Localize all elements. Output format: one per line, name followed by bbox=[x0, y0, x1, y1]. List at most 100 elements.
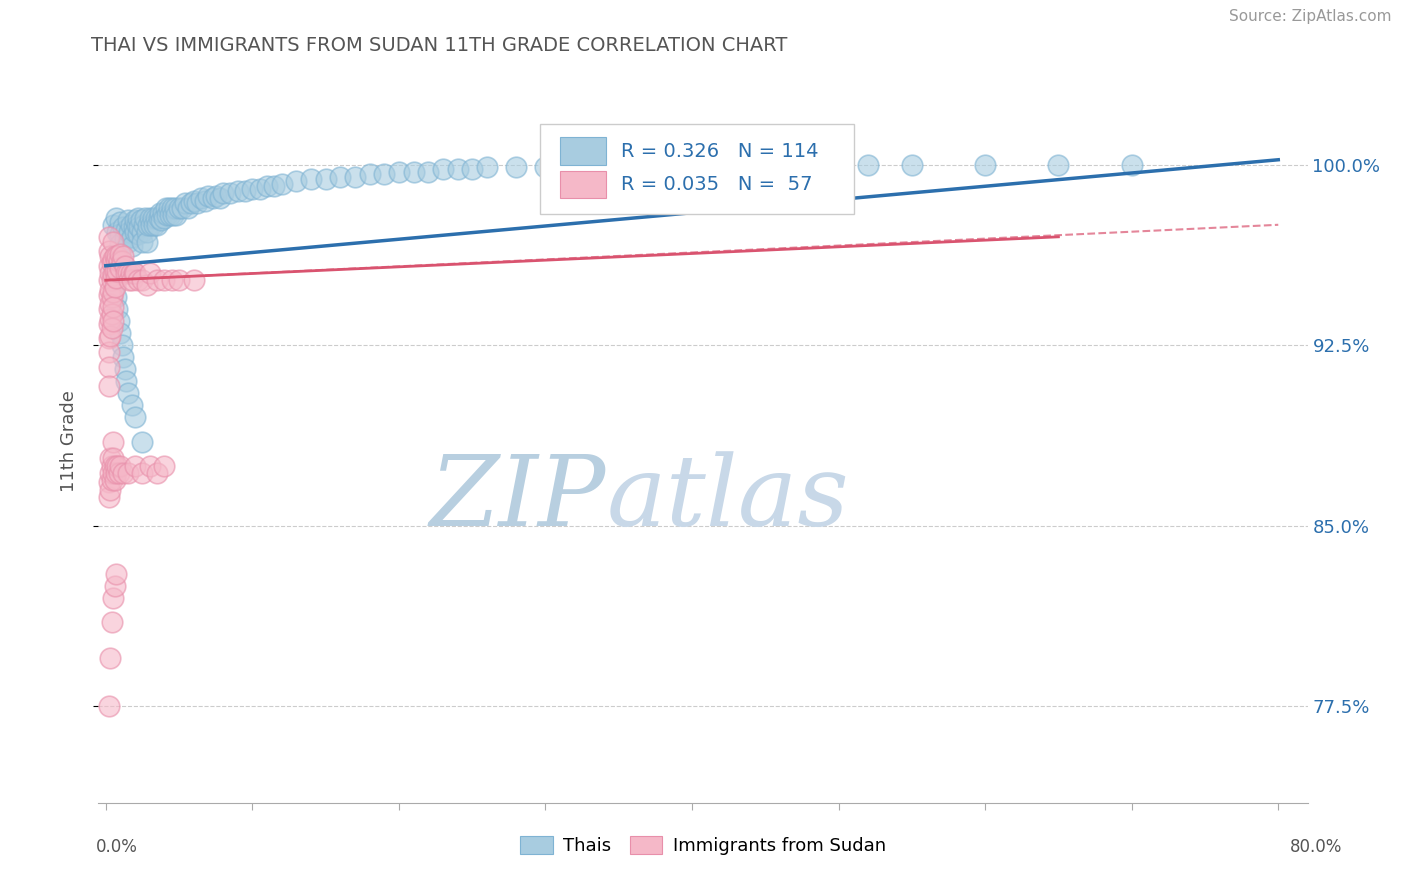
Point bbox=[157, 201, 180, 215]
Point bbox=[152, 205, 174, 219]
Point bbox=[359, 167, 381, 181]
Point bbox=[103, 263, 125, 277]
Point bbox=[120, 266, 142, 280]
Point bbox=[98, 466, 121, 480]
Point bbox=[105, 270, 128, 285]
Point bbox=[125, 218, 148, 232]
Point bbox=[204, 189, 226, 203]
Point bbox=[799, 157, 821, 171]
Text: ZIP: ZIP bbox=[430, 451, 606, 547]
Point bbox=[373, 167, 395, 181]
Point bbox=[146, 273, 169, 287]
Point bbox=[110, 326, 132, 340]
Point bbox=[97, 475, 120, 490]
Point bbox=[190, 191, 212, 205]
Point bbox=[97, 345, 120, 359]
Point bbox=[180, 196, 202, 211]
Point bbox=[97, 379, 120, 393]
Point bbox=[98, 249, 121, 263]
Point bbox=[681, 157, 703, 171]
Point bbox=[97, 699, 120, 714]
Point bbox=[101, 252, 124, 266]
Point bbox=[138, 266, 160, 280]
Point bbox=[101, 235, 124, 249]
Point bbox=[105, 254, 128, 268]
Point bbox=[100, 473, 122, 487]
Text: THAI VS IMMIGRANTS FROM SUDAN 11TH GRADE CORRELATION CHART: THAI VS IMMIGRANTS FROM SUDAN 11TH GRADE… bbox=[91, 36, 787, 54]
Point bbox=[103, 473, 125, 487]
Point bbox=[212, 186, 235, 201]
Point bbox=[107, 263, 129, 277]
Point bbox=[100, 256, 122, 270]
Legend: Thais, Immigrants from Sudan: Thais, Immigrants from Sudan bbox=[513, 829, 893, 863]
Point bbox=[98, 297, 121, 311]
Point bbox=[156, 208, 179, 222]
Point bbox=[118, 225, 141, 239]
Point bbox=[97, 244, 120, 259]
Point bbox=[249, 181, 271, 195]
Text: Source: ZipAtlas.com: Source: ZipAtlas.com bbox=[1229, 9, 1392, 24]
Point bbox=[100, 615, 122, 629]
Point bbox=[101, 314, 124, 328]
Point bbox=[135, 235, 157, 249]
Point bbox=[98, 311, 121, 326]
Point bbox=[112, 249, 135, 263]
Point bbox=[112, 220, 135, 235]
Point bbox=[446, 162, 468, 177]
Point bbox=[97, 273, 120, 287]
Point bbox=[115, 374, 138, 388]
Point bbox=[146, 466, 169, 480]
Point bbox=[98, 266, 121, 280]
Point bbox=[153, 211, 176, 225]
Point bbox=[107, 302, 129, 317]
Point bbox=[114, 362, 136, 376]
Point bbox=[124, 458, 146, 473]
Point bbox=[97, 317, 120, 331]
Point bbox=[98, 651, 121, 665]
Point bbox=[170, 201, 193, 215]
Point bbox=[98, 328, 121, 343]
Point bbox=[97, 287, 120, 301]
Point bbox=[162, 208, 184, 222]
Point bbox=[177, 201, 200, 215]
Point bbox=[593, 157, 616, 171]
Point bbox=[124, 410, 146, 425]
Point bbox=[124, 266, 146, 280]
Point bbox=[100, 273, 122, 287]
Point bbox=[754, 157, 776, 171]
Point bbox=[270, 177, 292, 191]
Point bbox=[131, 466, 153, 480]
Point bbox=[122, 220, 145, 235]
Point bbox=[111, 338, 134, 352]
Point bbox=[97, 490, 120, 504]
Point bbox=[100, 321, 122, 335]
Point bbox=[135, 225, 157, 239]
Point bbox=[107, 249, 129, 263]
Point bbox=[103, 249, 125, 263]
Point bbox=[388, 165, 411, 179]
Point bbox=[209, 191, 232, 205]
Point bbox=[110, 246, 132, 260]
Point bbox=[101, 451, 124, 466]
Point bbox=[183, 273, 205, 287]
Point bbox=[153, 273, 176, 287]
Point bbox=[105, 290, 128, 304]
Point bbox=[299, 172, 322, 186]
Point bbox=[117, 213, 139, 227]
Point bbox=[974, 157, 997, 171]
Point bbox=[128, 220, 150, 235]
Point bbox=[135, 277, 157, 292]
Point bbox=[131, 434, 153, 449]
Point bbox=[402, 165, 425, 179]
Point bbox=[101, 591, 124, 606]
Point bbox=[461, 162, 484, 177]
Point bbox=[127, 273, 149, 287]
Point bbox=[160, 273, 183, 287]
Point bbox=[117, 235, 139, 249]
Point bbox=[112, 350, 135, 364]
Point bbox=[97, 359, 120, 374]
Point bbox=[226, 184, 249, 198]
Point bbox=[115, 266, 138, 280]
Point bbox=[167, 201, 190, 215]
Point bbox=[149, 205, 172, 219]
